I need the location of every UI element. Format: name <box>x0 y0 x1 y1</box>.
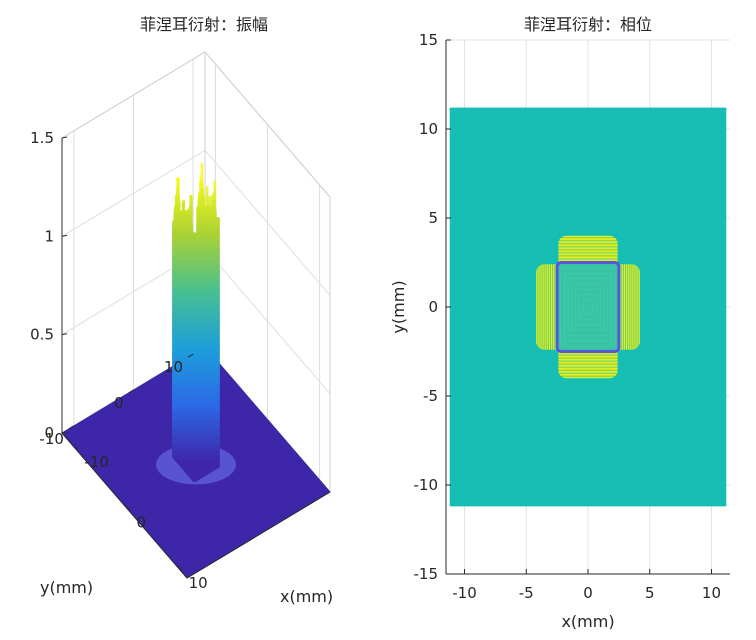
phase-ticks: -10 -5 0 5 10 -15 -10 -5 0 5 10 15 <box>414 31 722 602</box>
y-tick-label: 15 <box>419 31 438 49</box>
x-tick-label: -5 <box>519 584 534 602</box>
z-tick-mark <box>61 431 68 434</box>
inner-ring <box>560 267 616 347</box>
y-tick-mark <box>68 425 75 430</box>
y-tick-label: -5 <box>423 387 438 405</box>
x-tick-mark <box>72 444 78 450</box>
x-tick-label: 10 <box>189 574 208 592</box>
y-tick-label: -15 <box>414 565 439 583</box>
x-tick-label: -10 <box>452 584 477 602</box>
inner-ring <box>578 294 598 320</box>
z-tick-mark <box>61 136 68 139</box>
y-tick-mark <box>128 389 134 394</box>
amplitude-y-axis-label: y(mm) <box>40 578 93 597</box>
y-tick-label: 0 <box>428 298 438 316</box>
phase-chart: 菲涅耳衍射：相位 -10 -5 0 5 10 -15 -10 -5 0 5 10 15 x(mm) y… <box>389 15 730 631</box>
amplitude-x-axis-label: x(mm) <box>280 587 333 606</box>
phase-x-axis-label: x(mm) <box>561 612 614 631</box>
y-tick-label: 10 <box>164 358 183 376</box>
y-tick-label: -10 <box>39 430 64 448</box>
amplitude-chart-title: 菲涅耳衍射：振幅 <box>140 15 268 34</box>
top-edges <box>61 51 331 198</box>
x-tick-label: 10 <box>702 584 721 602</box>
x-tick-label: 0 <box>137 514 147 532</box>
z-tick-mark <box>61 234 68 237</box>
x-tick-label: -10 <box>84 453 109 471</box>
inner-ring <box>567 278 609 336</box>
phase-image <box>449 107 727 507</box>
y-tick-label: 10 <box>419 120 438 138</box>
x-tick-label: 5 <box>645 584 655 602</box>
aperture-square <box>555 261 621 353</box>
phase-y-axis-label: y(mm) <box>389 280 408 333</box>
z-tick-label: 1 <box>44 227 54 245</box>
z-tick-label: 0.5 <box>30 326 54 344</box>
y-tick-mark <box>187 353 194 358</box>
amplitude-surface <box>156 163 236 485</box>
y-tick-label: -10 <box>414 476 439 494</box>
inner-ring <box>564 272 612 342</box>
y-tick-label: 0 <box>114 394 124 412</box>
z-tick-label: 0 <box>44 424 54 442</box>
floor-axis-lines <box>61 432 331 579</box>
z-tick-mark <box>61 333 68 336</box>
phase-chart-title: 菲涅耳衍射：相位 <box>524 15 652 34</box>
z-tick-label: 1.5 <box>30 129 54 147</box>
inner-ring <box>575 288 601 326</box>
x-tick-label: 0 <box>583 584 593 602</box>
inner-ring <box>571 283 605 331</box>
y-tick-label: 5 <box>428 209 438 227</box>
inner-ring <box>582 299 594 315</box>
x-tick-mark <box>176 565 182 571</box>
x-tick-mark <box>124 505 130 510</box>
